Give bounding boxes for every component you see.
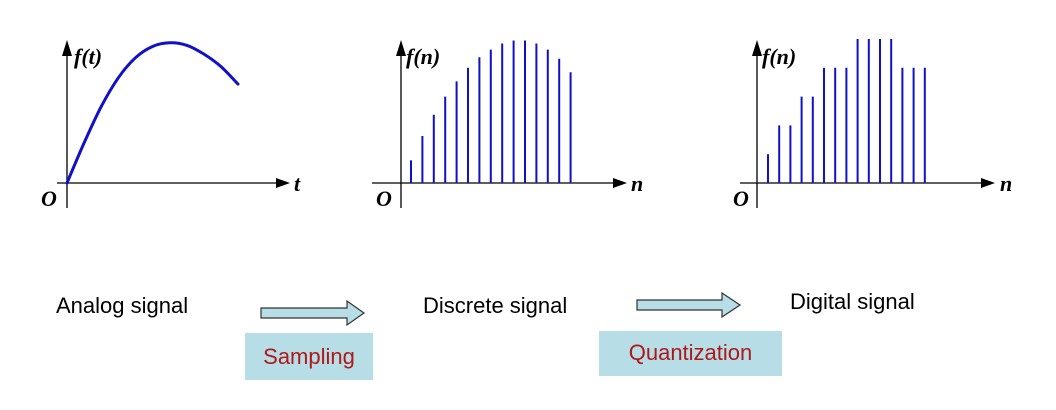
discrete-x-label: n [631,171,643,196]
quantization-box: Quantization [599,331,782,376]
analog-origin-label: O [41,186,57,211]
quantization-label: Quantization [628,340,753,365]
analog-panel: f(t) t O [41,40,301,211]
digital-x-label: n [1000,171,1012,196]
digital-x-arrowhead [981,178,995,188]
discrete-x-arrowhead [613,178,627,188]
sampling-arrow [260,299,366,327]
analog-x-arrowhead [276,178,290,188]
analog-signal-curve [65,41,240,185]
digital-y-arrowhead [752,40,762,56]
discrete-samples [410,40,572,183]
digital-panel: f(n) n O [733,39,1012,211]
analog-y-arrowhead [62,40,72,56]
digital-y-label: f(n) [762,44,796,69]
digital-signal-label: Digital signal [790,289,915,314]
discrete-signal-label: Discrete signal [423,293,568,318]
analog-signal-label: Analog signal [56,293,189,318]
digital-samples [767,39,926,183]
discrete-panel: f(n) n O [372,40,643,211]
sampling-box: Sampling [245,333,373,380]
discrete-origin-label: O [376,186,392,211]
quantization-arrow [636,291,742,319]
digital-origin-label: O [733,186,749,211]
sampling-label: Sampling [263,344,355,369]
analog-x-label: t [294,171,301,196]
analog-y-label: f(t) [74,44,102,69]
discrete-y-label: f(n) [406,44,440,69]
discrete-y-arrowhead [396,40,406,56]
